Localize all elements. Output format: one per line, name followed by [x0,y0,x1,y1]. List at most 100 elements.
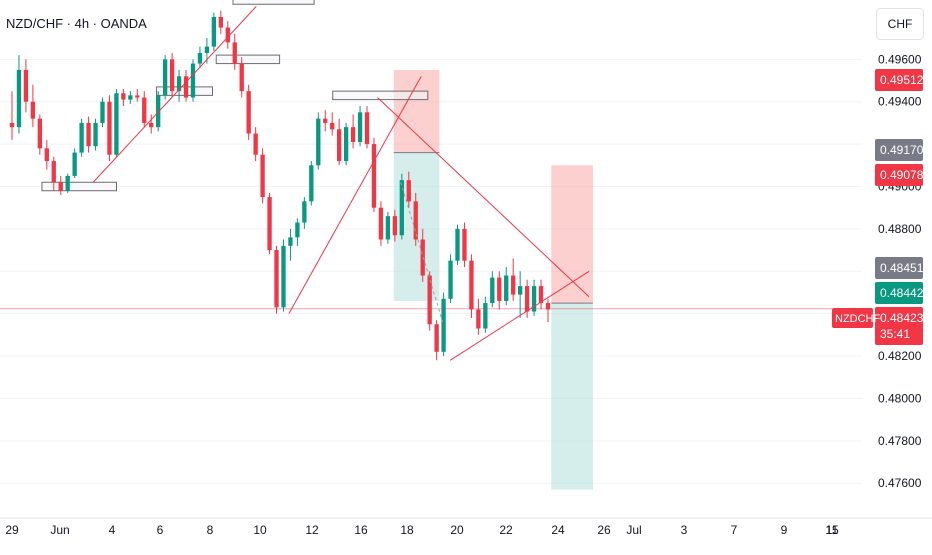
candle-body [302,201,307,223]
candle-body [93,122,98,147]
candle-body [30,101,36,119]
candle-body [469,260,474,310]
projection-dashed-line [400,182,444,323]
time-tick-label: Jun [50,523,69,537]
candle-body [16,69,22,128]
price-label-bg [875,69,923,91]
candle-body [232,42,237,64]
candle-body [218,16,223,28]
price-label-stop: 0.49512 [880,73,924,87]
candle-body [197,52,203,64]
candle-body [9,122,15,128]
candle-body [490,277,495,304]
price-label-gray: 0.48451 [880,261,924,275]
candle-body [156,95,161,128]
candle-body [37,118,43,149]
time-tick-label: 9 [781,523,788,537]
candle-body [406,180,411,202]
price-tick-label: 0.49600 [878,52,922,66]
candle-body [316,118,321,166]
short-target-zone-2 [551,303,593,490]
candle-body [420,239,425,276]
candle-body [497,277,502,301]
candle-body [274,250,279,308]
price-label-gray: 0.49170 [880,143,924,157]
candle-body [44,148,49,162]
candle-body [72,152,77,176]
time-tick-label: 3 [681,523,688,537]
candle-body [462,228,467,261]
candle-body [128,95,133,100]
candle-body [538,286,544,304]
candle-body [267,197,272,251]
trend-line [92,6,257,183]
price-label-entry: 0.48442 [880,286,924,300]
time-tick-label: 11 [826,523,839,537]
price-label-bg [875,139,923,161]
candle-body [225,27,230,43]
chart-title: NZD/CHF · 4h · OANDA [6,16,147,31]
time-tick-label: 18 [400,523,414,537]
price-tick-label: 0.47600 [878,476,922,490]
trend-line [288,76,422,314]
price-tick-label: 0.48800 [878,222,922,236]
time-tick-label: 8 [207,523,214,537]
price-tick-label: 0.48000 [878,391,922,405]
trend-lines[interactable] [92,6,590,361]
risk-reward-zones[interactable] [393,69,593,490]
candle-body [511,275,516,295]
candle-body [545,303,551,310]
candle-body [357,112,363,142]
countdown-timer: 35:41 [880,327,910,341]
candle-body [378,207,384,240]
candle-body [392,216,398,236]
candle-body [413,201,418,240]
candle-body [427,275,432,325]
last-price-value: 0.48423 [880,311,924,325]
support-box [41,181,117,192]
candle-body [330,122,335,130]
time-tick-label: 16 [354,523,368,537]
candle-body [434,324,439,352]
trend-line [377,97,590,298]
candle-body [504,275,509,301]
short-stop-zone-1 [393,69,440,153]
candle-body [176,76,182,92]
symbol-tag: NZDCHF [835,313,880,325]
candle-body [190,63,196,98]
time-tick-label: 26 [597,523,611,537]
candle-body [107,101,112,155]
candle-body [246,91,251,134]
candle-body [65,175,70,191]
candle-body [211,16,217,47]
price-label-bg [875,164,923,186]
candle-body [385,216,391,240]
candle-body [51,161,56,183]
support-box [232,0,315,5]
candle-body [288,237,293,246]
candle-body [517,286,523,295]
last-price-label-bg [875,307,923,345]
candle-body [183,76,189,98]
candle-body [350,127,356,142]
trend-line [449,270,590,361]
candle-body [142,97,147,123]
candle-body [86,122,91,147]
candle-body [162,59,168,96]
price-tick-label: 0.49400 [878,95,922,109]
time-tick-label: Jul [626,523,641,537]
time-tick-label: 15 [825,523,839,537]
price-tick-label: 0.48200 [878,349,922,363]
candle-body [100,101,105,123]
time-tick-label: 22 [499,523,513,537]
currency-button[interactable]: CHF [876,8,924,40]
candlestick-series [9,10,551,361]
candle-body [135,95,140,98]
candle-body [260,154,265,198]
support-box [215,54,281,65]
candle-body [455,228,460,261]
candle-body [79,122,84,153]
